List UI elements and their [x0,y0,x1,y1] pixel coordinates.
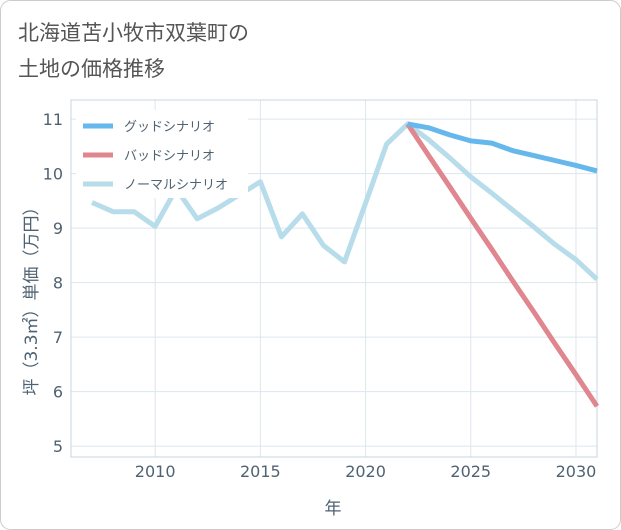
x-axis-title: 年 [325,499,342,519]
y-axis-title: 坪（3.3㎡）単価（万円） [22,198,42,395]
legend-item-normal-scenario: ノーマルシナリオ [83,178,228,193]
y-tick-label: 6 [53,383,63,402]
chart-title-line-1: 北海道苫小牧市双葉町の [18,21,249,45]
legend-item-good-scenario: グッドシナリオ [83,120,215,135]
legend-label: グッドシナリオ [124,120,215,135]
legend-label: ノーマルシナリオ [124,178,228,193]
bad-scenario-line [405,122,600,408]
x-tick-label: 2015 [240,462,281,481]
x-tick-label: 2020 [345,462,386,481]
y-tick-label: 8 [53,274,63,293]
grid [71,100,597,457]
legend-item-bad-scenario: バッドシナリオ [83,149,215,164]
x-tick-label: 2010 [135,462,176,481]
chart-title-line-2: 土地の価格推移 [18,57,165,81]
x-tick-label: 2025 [450,462,491,481]
y-tick-label: 7 [53,328,63,347]
x-tick-label: 2030 [556,462,597,481]
y-tick-label: 9 [53,219,63,238]
legend-label: バッドシナリオ [124,149,215,164]
x-axis-tick-labels: 2010 2015 2020 2025 2030 [135,462,597,481]
y-tick-label: 5 [53,437,63,456]
y-axis-tick-labels: 5 6 7 8 9 10 11 [43,110,63,456]
good-scenario-line [407,121,598,174]
y-tick-label: 10 [43,165,63,184]
y-tick-label: 11 [43,110,63,129]
